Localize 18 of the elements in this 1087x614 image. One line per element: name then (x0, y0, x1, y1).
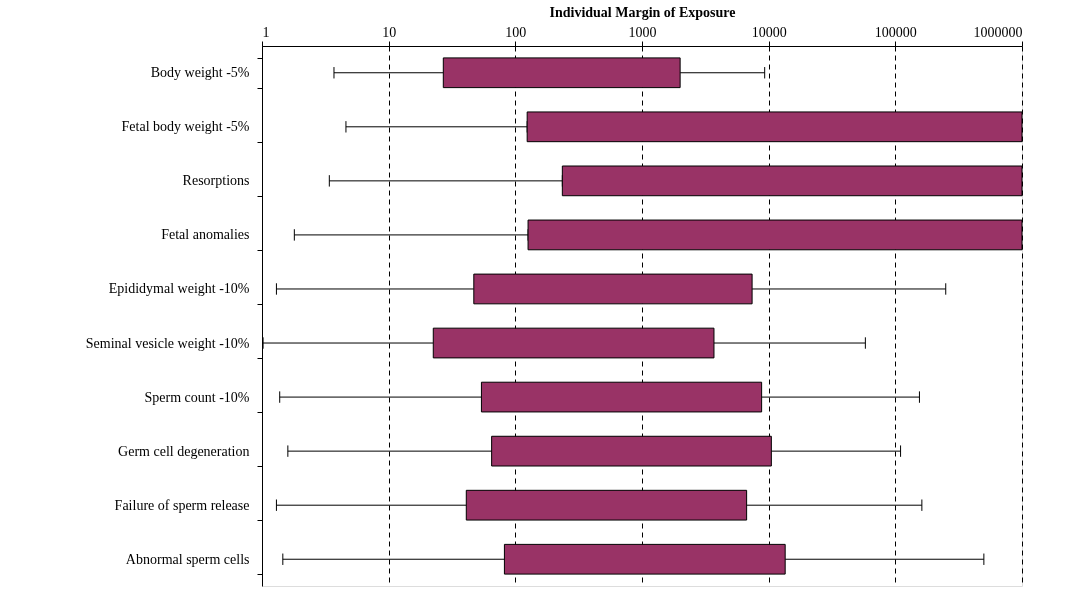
x-tick-label: 1 (262, 24, 270, 40)
y-tick-label: Failure of sperm release (114, 497, 250, 513)
x-tick-label: 1000000 (973, 24, 1023, 40)
x-tick-label: 1000 (628, 24, 657, 40)
x-tick-label: 10 (382, 24, 397, 40)
x-tick-label: 100000 (874, 24, 917, 40)
x-tick-label: 10000 (751, 24, 787, 40)
y-tick-label: Sperm count -10% (144, 389, 250, 405)
x-tick-label: 100 (505, 24, 527, 40)
y-tick-label: Germ cell degeneration (118, 443, 250, 459)
y-tick-label: Fetal anomalies (161, 227, 250, 243)
y-tick-label: Seminal vesicle weight -10% (85, 335, 250, 351)
y-tick-label: Epididymal weight -10% (108, 281, 250, 297)
y-tick-label: Fetal body weight -5% (121, 119, 250, 135)
x-axis-title: Individual Margin of Exposure (549, 4, 736, 20)
y-tick-label: Body weight -5% (150, 65, 250, 81)
y-tick-label: Abnormal sperm cells (125, 551, 250, 567)
y-tick-label: Resorptions (182, 173, 250, 189)
